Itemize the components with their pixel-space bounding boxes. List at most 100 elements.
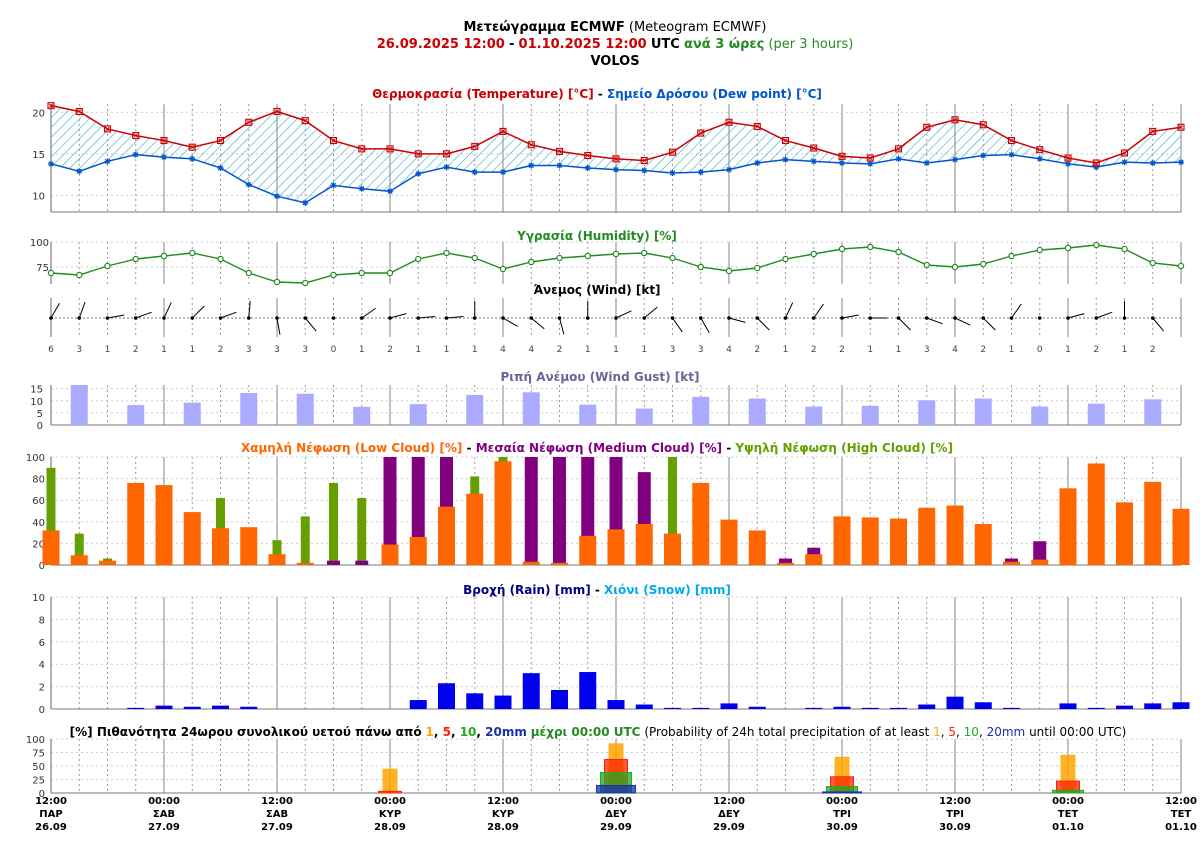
rain-bar [127,707,145,709]
header-date-range: 26.09.2025 12:00 - 01.10.2025 12:00 UTC … [377,37,854,52]
humidity-marker [47,269,55,277]
low-cloud-bar [579,535,597,565]
rain-bar [1144,703,1162,709]
humidity-marker [104,262,111,270]
temperature-marker [75,107,83,116]
rain-bar [664,707,681,709]
wind-speed-label: 1 [1009,345,1015,355]
time-axis-day: ΤΕΤ [1058,809,1079,820]
y-tick-label: 100 [26,453,45,464]
time-axis-date: 30.09 [939,822,971,833]
wind-gust-bar [692,396,710,425]
dew-point-marker [443,164,450,171]
humidity-marker [358,269,365,277]
dew-point-marker [528,162,535,169]
time-axis-date: 27.09 [261,822,293,833]
wind-barb [135,311,152,319]
temperature-marker-cross [359,146,365,152]
temperature-marker-cross [274,109,280,114]
low-cloud-bar [1172,508,1190,565]
temperature-marker-cross [189,144,195,150]
temperature-marker-cross [133,133,139,138]
low-cloud-bar [748,530,766,565]
y-tick-label: 10 [32,593,45,604]
y-tick-label: 50 [32,762,45,773]
dew-point-marker [839,159,845,166]
humidity-marker [132,255,139,263]
wind-speed-label: 2 [839,345,845,355]
wind-barb [982,317,996,331]
dew-point-marker [952,156,958,163]
low-cloud-bar [1087,463,1105,565]
temperature-marker-cross [1037,147,1043,152]
wind-gust-bar [466,394,484,425]
low-cloud-bar [409,536,427,565]
header-title: Μετεώγραμμα ECMWF (Meteogram ECMWF) [463,20,766,35]
wind-barb [1096,311,1113,319]
wind-barb [276,317,281,335]
rain-bar [240,706,258,709]
dew-point-marker [245,181,252,188]
wind-speed-label: 2 [557,345,563,355]
rain-bar [692,707,710,709]
wind-speed-label: 3 [670,345,676,355]
temperature-marker [1036,146,1044,154]
temperature-marker [640,156,648,165]
rain-bar [1087,707,1105,709]
y-tick-label: 6 [39,638,45,649]
y-tick-label: 20 [32,539,45,550]
temperature-marker [160,137,168,145]
wind-barb [643,306,658,319]
time-axis-hour: 12:00 [487,796,519,807]
temperature-marker [979,121,987,129]
humidity-marker [923,261,930,269]
wind-barb [898,317,911,331]
medium-cloud-bar [355,560,369,565]
low-cloud-bar [381,544,399,565]
temperature-marker [471,142,479,150]
wind-barb [672,317,683,333]
wind-speed-label: 3 [246,345,252,355]
temperature-marker [329,137,338,145]
time-axis-date: 28.09 [487,822,519,833]
temperature-marker-cross [415,151,421,157]
humidity-marker [76,271,83,279]
low-cloud-bar [946,505,964,565]
high-cloud-bar [74,533,84,565]
y-tick-label: 15 [30,385,43,396]
humidity-marker [160,252,168,260]
precip-panel-title: Βροχή (Rain) [mm] - Χιόνι (Snow) [mm] [463,583,731,597]
dew-point-marker [584,164,591,171]
y-tick-label: 4 [39,660,45,671]
temperature-marker-cross [613,156,619,162]
temperature-marker-cross [557,149,562,154]
wind-gust-bar [579,404,597,425]
medium-cloud-bar [327,560,340,565]
low-cloud-bar [890,518,907,565]
low-cloud-bar [635,523,653,565]
temperature-marker-cross [161,138,167,143]
temperature-marker-cross [896,146,901,152]
dew-point-marker [387,188,393,195]
y-tick-label: 100 [30,238,49,249]
temperature-marker-cross [1093,160,1099,166]
medium-cloud-bar [779,558,792,565]
dew-point-marker [923,159,930,166]
temp-dew-fill-area [51,105,1181,203]
low-cloud-bar [607,529,625,565]
dew-point-marker [48,160,54,167]
high-cloud-bar [357,498,367,565]
high-cloud-bar [329,482,338,565]
wind-gust-bar [127,405,145,425]
rain-bar [918,704,936,709]
wind-point [1037,316,1042,320]
time-axis-day: ΚΥΡ [492,809,514,820]
time-axis-day: ΔΕΥ [718,809,741,820]
temperature-marker-cross [1178,124,1184,130]
dew-point-marker [613,166,619,173]
wind-speed-label: 2 [387,345,393,355]
humidity-marker [754,264,761,272]
humidity-marker [951,263,959,271]
wind-speed-label: 4 [528,345,534,355]
